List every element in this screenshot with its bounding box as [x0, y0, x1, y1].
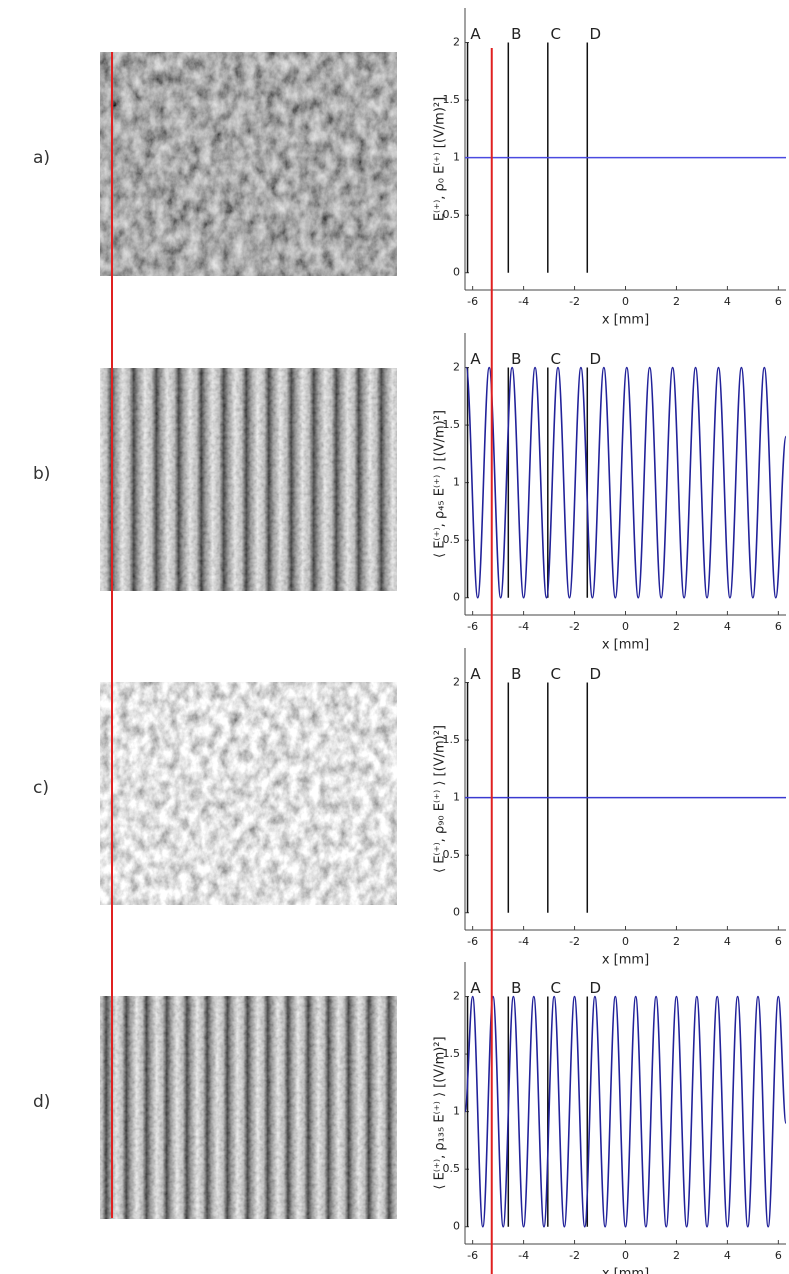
- x-tick-label: 6: [775, 935, 782, 948]
- x-tick-label: 2: [673, 295, 680, 308]
- y-tick-label: 0.5: [443, 208, 461, 221]
- y-tick-label: 0.5: [443, 848, 461, 861]
- marker-label: A: [470, 665, 481, 683]
- x-tick-label: -6: [467, 620, 478, 633]
- x-tick-label: 6: [775, 1249, 782, 1262]
- y-tick-label: 2: [453, 36, 460, 49]
- y-axis-label: ⟨ E⁽⁺⁾, ρ₁₃₅ E⁽⁺⁾ ⟩ [(V/m)²]: [433, 1036, 448, 1189]
- y-tick-label: 0.5: [443, 533, 461, 546]
- y-tick-label: 2: [453, 361, 460, 374]
- marker-label: B: [511, 25, 521, 43]
- image-b: [100, 368, 397, 591]
- y-tick-label: 0.5: [443, 1162, 461, 1175]
- x-tick-label: 0: [622, 620, 629, 633]
- x-tick-label: 0: [622, 295, 629, 308]
- panel-label: b): [33, 464, 50, 484]
- y-tick-label: 1.5: [443, 733, 461, 746]
- plot: c) 0 0.5 1 1.5 2 -6 -4 -2 0 2 4 6 x [mm] ⟨ E⁽⁺⁾, ρ₉₀ E…: [33, 648, 786, 968]
- plot: b) 0 0.5 1 1.5 2 -6 -4 -2 0 2 4 6 x [mm] ⟨ E⁽⁺⁾, ρ₄₅ E…: [33, 333, 787, 653]
- x-axis-label: x [mm]: [602, 953, 649, 968]
- x-tick-label: 6: [775, 295, 782, 308]
- x-tick-label: 0: [622, 935, 629, 948]
- marker-label: D: [590, 979, 602, 997]
- x-tick-label: -4: [518, 935, 529, 948]
- panel-label: d): [33, 1092, 50, 1112]
- marker-label: D: [590, 25, 602, 43]
- x-tick-label: -6: [467, 1249, 478, 1262]
- y-axis-label: E⁽⁺⁾, ρ₀ E⁽⁺⁾ [(V/m)²]: [433, 97, 448, 221]
- panel-label: c): [33, 778, 49, 798]
- x-tick-label: -4: [518, 295, 529, 308]
- x-tick-label: -2: [569, 295, 580, 308]
- data-line: [465, 366, 787, 599]
- y-tick-label: 1.5: [443, 93, 461, 106]
- y-tick-label: 1: [453, 791, 460, 804]
- x-tick-label: 2: [673, 1249, 680, 1262]
- y-tick-label: 1: [453, 151, 460, 164]
- y-axis-label: ⟨ E⁽⁺⁾, ρ₉₀ E⁽⁺⁾ ⟩ [(V/m)²]: [433, 725, 448, 873]
- y-tick-label: 2: [453, 990, 460, 1003]
- x-tick-label: -2: [569, 1249, 580, 1262]
- marker-label: B: [511, 665, 521, 683]
- x-tick-label: -6: [467, 295, 478, 308]
- x-tick-label: 2: [673, 935, 680, 948]
- marker-label: A: [470, 25, 481, 43]
- marker-label: C: [551, 665, 561, 683]
- y-tick-label: 1: [453, 1105, 460, 1118]
- x-tick-label: -2: [569, 935, 580, 948]
- y-tick-label: 0: [453, 591, 460, 604]
- y-tick-label: 2: [453, 676, 460, 689]
- marker-label: A: [470, 979, 481, 997]
- plot: d) 0 0.5 1 1.5 2 -6 -4 -2 0 2 4 6 x [mm] ⟨ E⁽⁺⁾, ρ₁₃₅ …: [33, 962, 787, 1274]
- marker-label: D: [590, 350, 602, 368]
- x-tick-label: 6: [775, 620, 782, 633]
- x-tick-label: 4: [724, 295, 731, 308]
- marker-label: D: [590, 665, 602, 683]
- x-tick-label: -4: [518, 1249, 529, 1262]
- plot: a) 0 0.5 1 1.5 2 -6 -4 -2 0 2 4 6 x [mm] E⁽⁺⁾, ρ₀ E⁽⁺⁾…: [33, 8, 786, 328]
- x-tick-label: -2: [569, 620, 580, 633]
- image-a: [100, 52, 397, 276]
- marker-label: C: [551, 25, 561, 43]
- x-axis-label: x [mm]: [602, 638, 649, 653]
- x-axis-label: x [mm]: [602, 1267, 649, 1274]
- y-tick-label: 0: [453, 266, 460, 279]
- marker-label: B: [511, 350, 521, 368]
- x-axis-label: x [mm]: [602, 313, 649, 328]
- y-tick-label: 0: [453, 1220, 460, 1233]
- image-c: [100, 682, 397, 905]
- y-tick-label: 1: [453, 476, 460, 489]
- x-tick-label: 4: [724, 620, 731, 633]
- y-tick-label: 1.5: [443, 1047, 461, 1060]
- x-tick-label: 4: [724, 935, 731, 948]
- y-tick-label: 1.5: [443, 418, 461, 431]
- y-axis-label: ⟨ E⁽⁺⁾, ρ₄₅ E⁽⁺⁾ ⟩ [(V/m)²]: [433, 410, 448, 558]
- x-tick-label: 2: [673, 620, 680, 633]
- x-tick-label: 0: [622, 1249, 629, 1262]
- marker-label: C: [551, 350, 561, 368]
- data-line: [464, 995, 787, 1228]
- x-tick-label: -6: [467, 935, 478, 948]
- x-tick-label: -4: [518, 620, 529, 633]
- x-tick-label: 4: [724, 1249, 731, 1262]
- marker-label: A: [470, 350, 481, 368]
- image-d: [100, 996, 397, 1219]
- panel-label: a): [33, 148, 50, 168]
- marker-label: B: [511, 979, 521, 997]
- marker-label: C: [551, 979, 561, 997]
- y-tick-label: 0: [453, 906, 460, 919]
